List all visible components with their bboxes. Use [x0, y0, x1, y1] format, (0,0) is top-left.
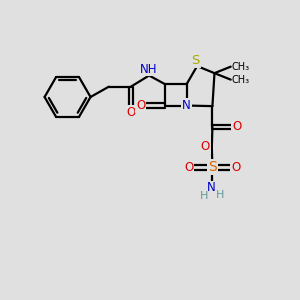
Text: CH₃: CH₃ — [232, 62, 250, 72]
Text: S: S — [191, 54, 200, 67]
Text: O: O — [232, 120, 242, 133]
Text: NH: NH — [140, 62, 158, 76]
Text: H: H — [216, 190, 224, 200]
Text: H: H — [200, 191, 208, 201]
Text: O: O — [201, 140, 210, 153]
Text: N: N — [207, 182, 215, 194]
Text: O: O — [136, 99, 146, 112]
Text: S: S — [208, 160, 217, 174]
Text: O: O — [184, 161, 194, 174]
Text: O: O — [126, 106, 136, 119]
Text: O: O — [231, 161, 241, 174]
Text: N: N — [182, 99, 191, 112]
Text: CH₃: CH₃ — [232, 75, 250, 85]
